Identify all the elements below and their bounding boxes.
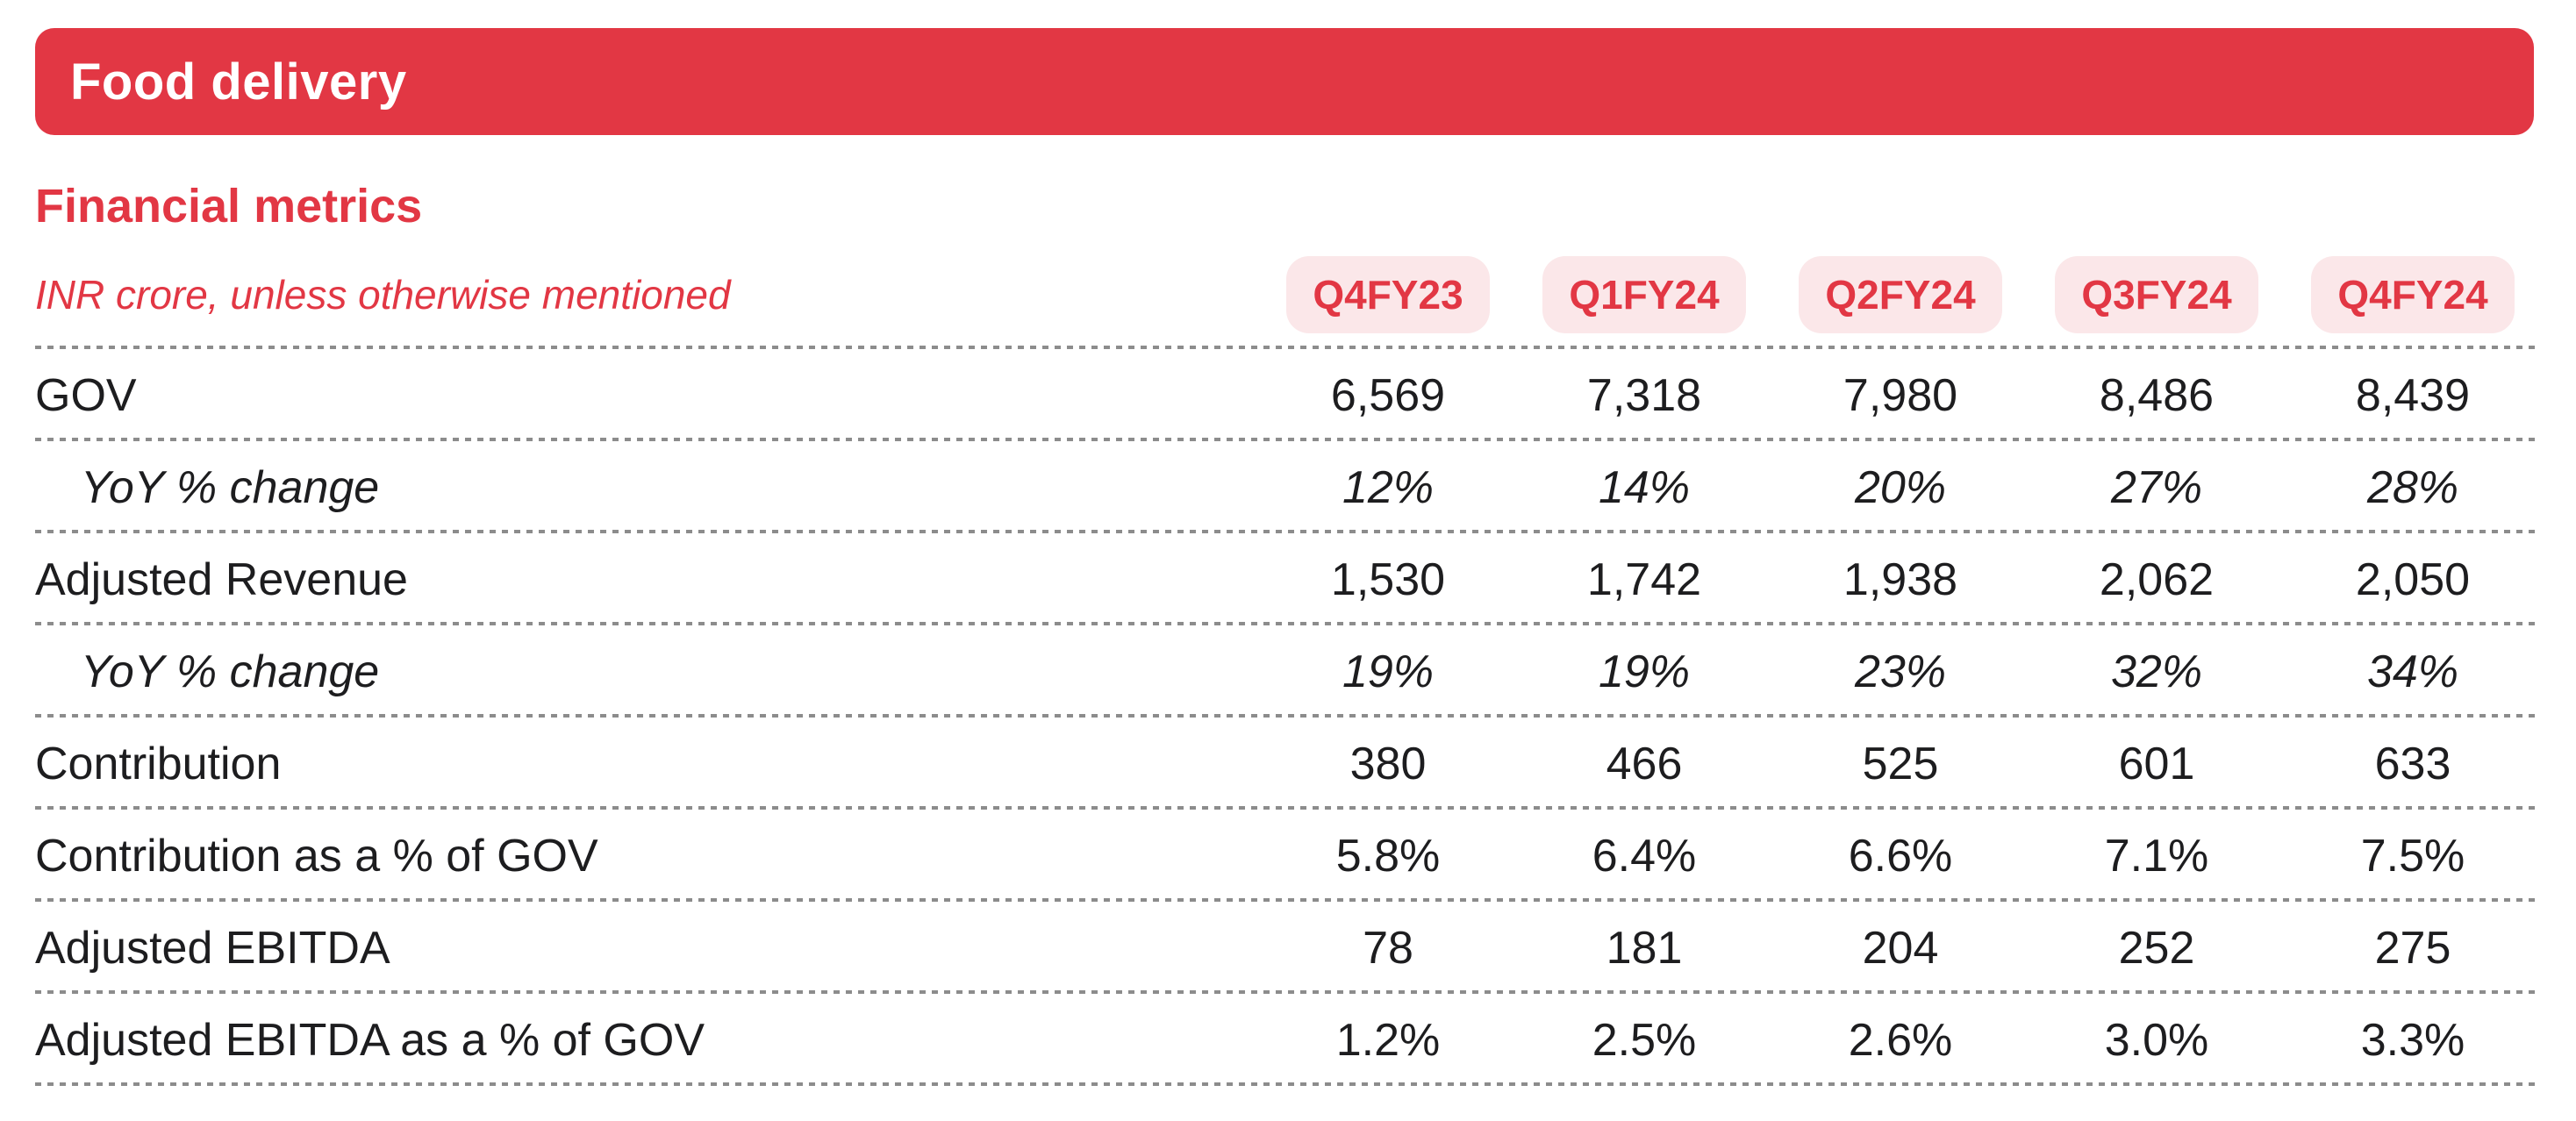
row-value: 19% xyxy=(1598,646,1691,697)
row-value: 7.1% xyxy=(2104,830,2209,882)
row-value: 525 xyxy=(1862,738,1939,789)
table-header-row: INR crore, unless otherwise mentioned Q4… xyxy=(35,240,2541,349)
table-row: YoY % change 12% 14% 20% 27% 28% xyxy=(35,441,2541,533)
row-value: 204 xyxy=(1862,922,1939,974)
row-value: 380 xyxy=(1349,738,1427,789)
row-label: Adjusted EBITDA xyxy=(35,922,390,974)
financial-metrics-table: INR crore, unless otherwise mentioned Q4… xyxy=(35,240,2541,1086)
row-value: 7.5% xyxy=(2360,830,2465,882)
row-value: 1,530 xyxy=(1330,553,1446,605)
row-value: 8,439 xyxy=(2355,369,2471,421)
row-value: 1,938 xyxy=(1843,553,1958,605)
table-row: Adjusted EBITDA 78 181 204 252 275 xyxy=(35,902,2541,994)
row-value: 6.4% xyxy=(1592,830,1697,882)
row-value: 3.0% xyxy=(2104,1014,2209,1066)
quarter-pill: Q3FY24 xyxy=(2055,256,2258,333)
row-value: 20% xyxy=(1854,461,1947,513)
row-value: 23% xyxy=(1854,646,1947,697)
row-value: 2,062 xyxy=(2099,553,2215,605)
row-value: 2,050 xyxy=(2355,553,2471,605)
row-value: 6.6% xyxy=(1848,830,1953,882)
row-value: 1.2% xyxy=(1335,1014,1441,1066)
page: Food delivery Financial metrics INR cror… xyxy=(0,28,2576,1121)
quarter-pill-cell: Q3FY24 xyxy=(2029,256,2285,333)
row-label: YoY % change xyxy=(81,461,380,513)
row-value: 5.8% xyxy=(1335,830,1441,882)
row-value: 7,980 xyxy=(1843,369,1958,421)
row-label: YoY % change xyxy=(81,646,380,697)
table-row: Contribution 380 466 525 601 633 xyxy=(35,718,2541,810)
row-label: Adjusted EBITDA as a % of GOV xyxy=(35,1014,705,1066)
quarter-pill-cell: Q2FY24 xyxy=(1772,256,2029,333)
banner-title: Food delivery xyxy=(70,53,407,111)
quarter-pill: Q2FY24 xyxy=(1799,256,2002,333)
row-value: 27% xyxy=(2110,461,2203,513)
row-value: 28% xyxy=(2366,461,2459,513)
row-value: 12% xyxy=(1342,461,1435,513)
row-value: 34% xyxy=(2366,646,2459,697)
row-value: 6,569 xyxy=(1330,369,1446,421)
row-value: 78 xyxy=(1363,922,1413,974)
row-value: 32% xyxy=(2110,646,2203,697)
row-value: 7,318 xyxy=(1586,369,1702,421)
row-value: 633 xyxy=(2374,738,2451,789)
quarter-pill-cell: Q1FY24 xyxy=(1516,256,1772,333)
section-heading: Financial metrics xyxy=(35,180,423,232)
table-row: GOV 6,569 7,318 7,980 8,486 8,439 xyxy=(35,349,2541,441)
unit-note: INR crore, unless otherwise mentioned xyxy=(35,272,731,318)
section-banner: Food delivery xyxy=(35,28,2534,135)
row-value: 14% xyxy=(1598,461,1691,513)
row-value: 252 xyxy=(2118,922,2195,974)
row-value: 1,742 xyxy=(1586,553,1702,605)
quarter-pill-cell: Q4FY23 xyxy=(1260,256,1516,333)
row-label: GOV xyxy=(35,369,137,421)
quarter-pill: Q1FY24 xyxy=(1542,256,1746,333)
row-value: 2.5% xyxy=(1592,1014,1697,1066)
table-body: GOV 6,569 7,318 7,980 8,486 8,439 YoY % change… xyxy=(35,349,2541,1086)
quarter-pill: Q4FY24 xyxy=(2311,256,2515,333)
row-value: 2.6% xyxy=(1848,1014,1953,1066)
row-value: 601 xyxy=(2118,738,2195,789)
row-label: Contribution xyxy=(35,738,282,789)
row-value: 275 xyxy=(2374,922,2451,974)
row-value: 8,486 xyxy=(2099,369,2215,421)
table-row: YoY % change 19% 19% 23% 32% 34% xyxy=(35,625,2541,718)
table-row: Contribution as a % of GOV 5.8% 6.4% 6.6% 7.… xyxy=(35,810,2541,902)
quarter-pill-cell: Q4FY24 xyxy=(2285,256,2541,333)
row-value: 181 xyxy=(1606,922,1683,974)
row-value: 466 xyxy=(1606,738,1683,789)
row-value: 3.3% xyxy=(2360,1014,2465,1066)
table-row: Adjusted EBITDA as a % of GOV 1.2% 2.5% 2.6… xyxy=(35,994,2541,1086)
row-label: Contribution as a % of GOV xyxy=(35,830,598,882)
table-row: Adjusted Revenue 1,530 1,742 1,938 2,062 2,05… xyxy=(35,533,2541,625)
quarter-pill: Q4FY23 xyxy=(1286,256,1490,333)
row-label: Adjusted Revenue xyxy=(35,553,408,605)
row-value: 19% xyxy=(1342,646,1435,697)
